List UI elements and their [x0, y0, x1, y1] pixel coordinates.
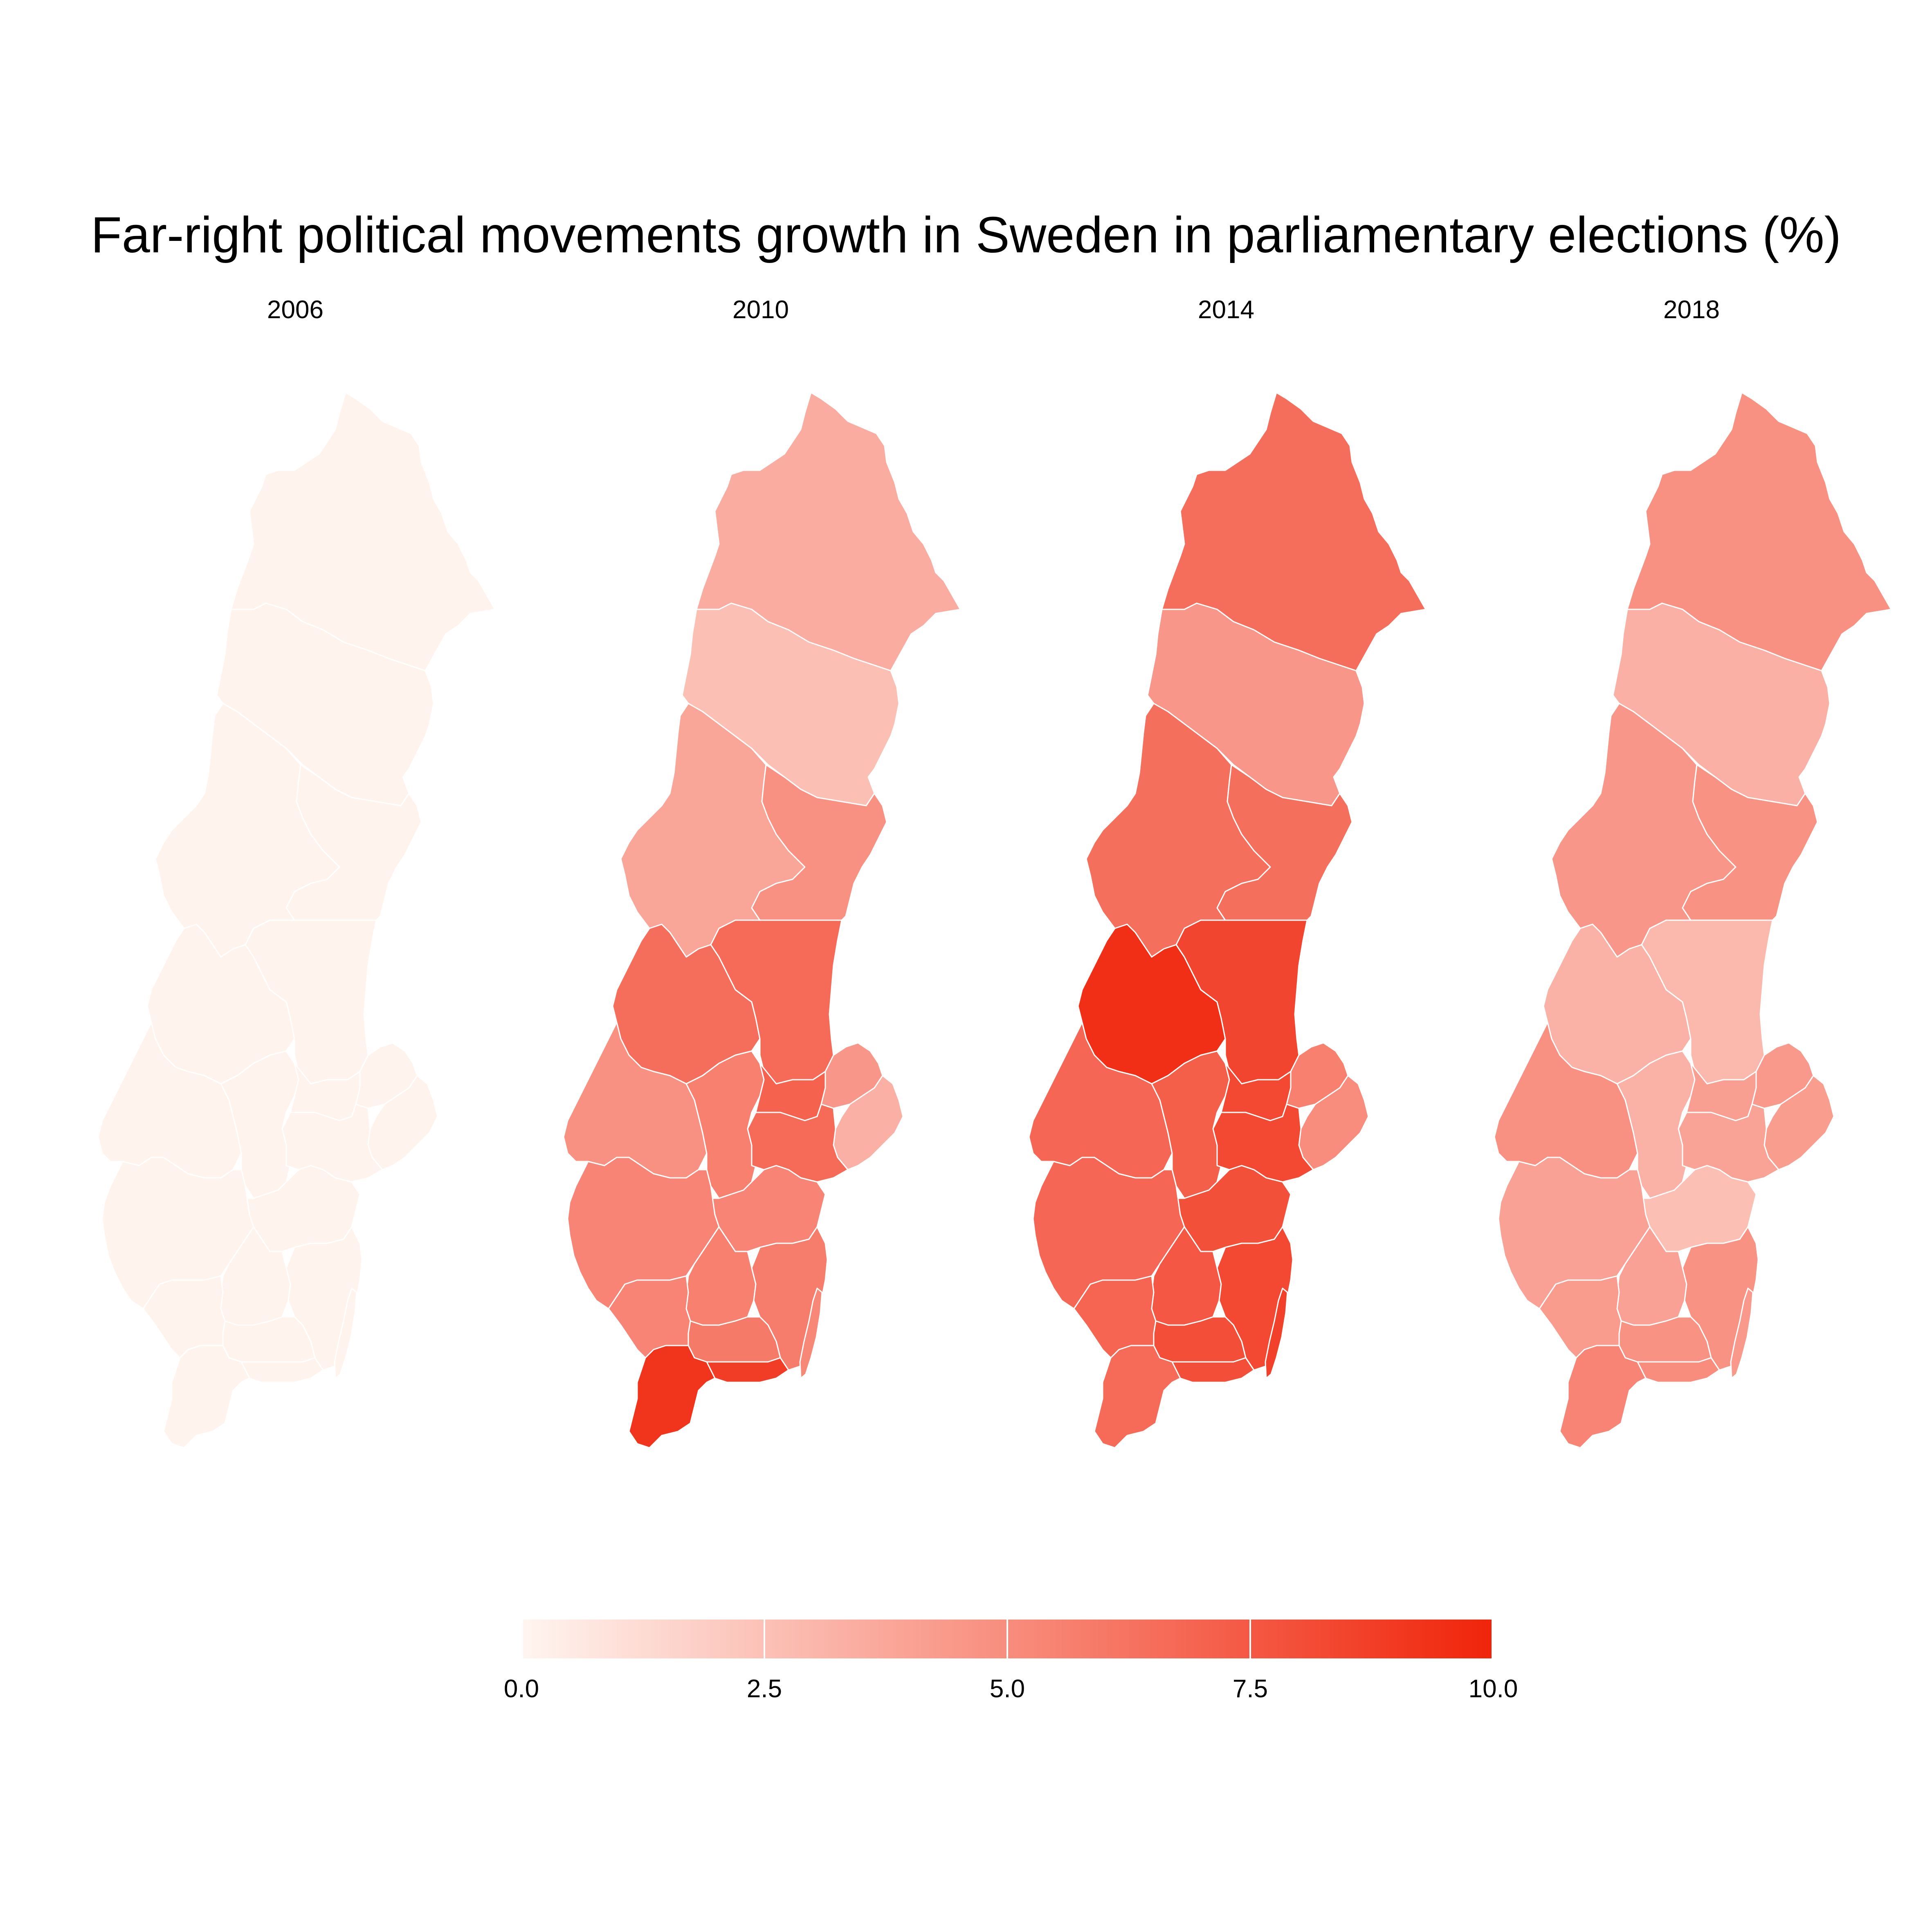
panel-label-2018: 2018 [1663, 296, 1720, 324]
region-gotland [799, 1287, 823, 1379]
legend-tick-label: 7.5 [1232, 1675, 1268, 1703]
region-blekinge [1171, 1357, 1255, 1383]
legend-tick-label: 2.5 [746, 1675, 782, 1703]
legend-tick-mark [1249, 1620, 1251, 1658]
legend-tick-mark [764, 1620, 765, 1658]
region-skane [1094, 1345, 1181, 1449]
legend-color-bar [521, 1620, 1493, 1658]
region-halland [1539, 1275, 1622, 1359]
map-panel-2014 [1028, 392, 1427, 1449]
region-gotland [1730, 1287, 1754, 1379]
panel-label-2014: 2014 [1198, 296, 1254, 324]
legend-tick-label: 0.0 [503, 1675, 539, 1703]
region-sodermanland [1678, 1103, 1779, 1183]
region-skane [163, 1345, 250, 1449]
region-halland [1073, 1275, 1157, 1359]
map-panel-2018 [1494, 392, 1892, 1449]
region-halland [142, 1275, 226, 1359]
map-panel-2006 [97, 392, 496, 1449]
region-stockholm [1298, 1075, 1369, 1170]
panel-label-2010: 2010 [732, 296, 789, 324]
region-blekinge [706, 1357, 789, 1383]
legend-tick-mark [1006, 1620, 1008, 1658]
panel-label-2006: 2006 [267, 296, 323, 324]
region-skane [1559, 1345, 1647, 1449]
region-stockholm [1764, 1075, 1835, 1170]
region-gotland [1265, 1287, 1288, 1379]
region-sodermanland [747, 1103, 849, 1183]
region-sodermanland [1212, 1103, 1314, 1183]
chart-title: Far-right political movements growth in … [91, 207, 1841, 263]
legend-tick-label: 10.0 [1468, 1675, 1518, 1703]
region-halland [608, 1275, 691, 1359]
region-gotland [334, 1287, 357, 1379]
region-sodermanland [281, 1103, 383, 1183]
region-blekinge [240, 1357, 324, 1383]
region-stockholm [367, 1075, 438, 1170]
legend-tick-label: 5.0 [989, 1675, 1025, 1703]
region-skane [628, 1345, 716, 1449]
legend-tick-mark [1492, 1620, 1493, 1658]
region-blekinge [1637, 1357, 1720, 1383]
region-stockholm [833, 1075, 904, 1170]
legend-tick-mark [521, 1620, 523, 1658]
map-panel-2010 [563, 392, 961, 1449]
